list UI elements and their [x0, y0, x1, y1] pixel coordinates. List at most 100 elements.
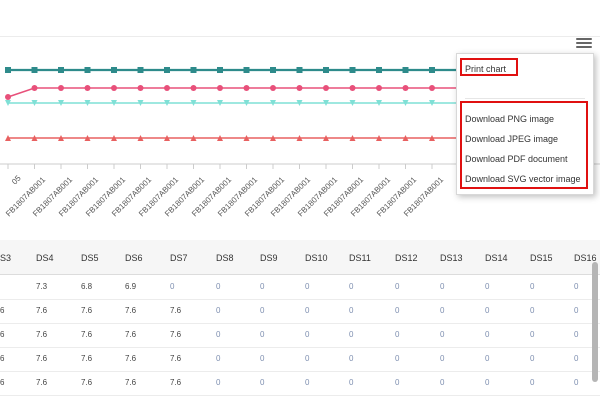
- table-cell: 7.6: [170, 330, 182, 339]
- table-cell: 0: [349, 378, 354, 387]
- table-cell: 7.6: [36, 330, 48, 339]
- column-header[interactable]: DS7: [170, 253, 188, 263]
- series-2-point-11: [270, 85, 276, 91]
- series-2-point-7: [164, 85, 170, 91]
- series-3-point-7: [164, 100, 170, 106]
- series-1-point-1: [5, 67, 11, 73]
- table-cell: 0: [440, 354, 445, 363]
- table-cell: 7.6: [125, 354, 137, 363]
- table-cell: 0: [574, 306, 579, 315]
- series-3-point-10: [243, 100, 250, 106]
- column-header[interactable]: DS13: [440, 253, 463, 263]
- table-cell: 7.6: [36, 378, 48, 387]
- series-2-point-5: [111, 85, 117, 91]
- download-jpeg-item[interactable]: Download JPEG image: [465, 134, 559, 144]
- series-1-point-5: [111, 67, 117, 73]
- series-1-point-10: [243, 67, 250, 73]
- series-1-point-3: [58, 67, 64, 73]
- series-4-point-9: [217, 135, 223, 141]
- table-cell: 0: [349, 282, 354, 291]
- download-svg-item[interactable]: Download SVG vector image: [465, 174, 581, 184]
- column-header[interactable]: DS16: [574, 253, 597, 263]
- series-4-point-5: [111, 135, 117, 141]
- table-cell: 7.6: [170, 354, 182, 363]
- column-header[interactable]: DS6: [125, 253, 143, 263]
- column-header[interactable]: DS4: [36, 253, 54, 263]
- column-header[interactable]: DS15: [530, 253, 553, 263]
- column-header[interactable]: DS12: [395, 253, 418, 263]
- table-cell: 0: [395, 378, 400, 387]
- table-cell: 7.6: [170, 306, 182, 315]
- series-1-point-17: [429, 67, 435, 73]
- table-cell: 0: [260, 330, 265, 339]
- series-1-point-13: [323, 67, 329, 73]
- column-header[interactable]: S3: [0, 253, 12, 263]
- column-header[interactable]: DS8: [216, 253, 234, 263]
- table-cell: 0: [574, 282, 579, 291]
- series-1-point-16: [402, 67, 409, 73]
- column-header[interactable]: DS10: [305, 253, 328, 263]
- table-cell: 0: [216, 378, 221, 387]
- table-cell: 0: [485, 306, 490, 315]
- table-cell: 0: [485, 378, 490, 387]
- column-header[interactable]: DS11: [349, 253, 371, 263]
- table-cell: 0: [530, 354, 535, 363]
- series-4-point-13: [323, 135, 329, 141]
- table-scrollbar[interactable]: [592, 262, 598, 382]
- download-pdf-item[interactable]: Download PDF document: [465, 154, 568, 164]
- table-cell: 0: [530, 330, 535, 339]
- series-1-point-15: [376, 67, 382, 73]
- table-cell: 0: [305, 330, 310, 339]
- series-1-point-8: [190, 67, 197, 73]
- table-row: 6 7.6 7.6 7.6 7.6 0 0 0 0 0 0 0 0 0: [0, 371, 600, 396]
- table-cell: 0: [485, 282, 490, 291]
- table-cell: 7.6: [125, 330, 137, 339]
- table-cell: 7.6: [81, 354, 93, 363]
- table-cell: 0: [349, 354, 354, 363]
- table-cell: 7.6: [81, 378, 93, 387]
- column-header[interactable]: DS14: [485, 253, 508, 263]
- series-3-point-6: [137, 100, 144, 106]
- table-row: 7.3 6.8 6.9 0 0 0 0 0 0 0 0 0 0: [0, 275, 600, 300]
- series-2-point-1: [5, 94, 11, 100]
- table-cell: 0: [216, 330, 221, 339]
- series-2-point-9: [217, 85, 223, 91]
- table-cell: 6: [0, 306, 5, 315]
- series-3-point-8: [190, 100, 197, 106]
- series-4-point-15: [376, 135, 382, 141]
- table-cell: 0: [305, 378, 310, 387]
- table-cell: 0: [440, 330, 445, 339]
- series-2-point-6: [137, 85, 144, 91]
- series-4-point-6: [137, 135, 144, 141]
- series-3-point-9: [217, 100, 223, 106]
- table-cell: 0: [440, 282, 445, 291]
- table-header: S3 DS4 DS5 DS6 DS7 DS8 DS9 DS10 DS11 DS12 DS13 DS14…: [0, 240, 600, 275]
- table-cell: 6: [0, 378, 5, 387]
- table-cell: 7.6: [81, 306, 93, 315]
- column-header[interactable]: DS5: [81, 253, 99, 263]
- table-cell: 0: [260, 354, 265, 363]
- table-cell: 0: [530, 306, 535, 315]
- column-header[interactable]: DS9: [260, 253, 278, 263]
- table-cell: 0: [216, 354, 221, 363]
- series-1-point-12: [296, 67, 303, 73]
- table-cell: 0: [530, 282, 535, 291]
- series-4-point-7: [164, 135, 170, 141]
- downloads-highlight-box: [460, 101, 588, 189]
- table-cell: 0: [395, 282, 400, 291]
- series-4-point-14: [349, 135, 356, 141]
- series-2-point-4: [84, 85, 91, 91]
- series-1-point-11: [270, 67, 276, 73]
- series-4-point-3: [58, 135, 64, 141]
- series-2-point-17: [429, 85, 435, 91]
- table-cell: 0: [395, 354, 400, 363]
- series-2-point-16: [402, 85, 409, 91]
- series-3-point-4: [84, 100, 91, 106]
- series-3-point-12: [296, 100, 303, 106]
- chart-menu-icon[interactable]: [576, 36, 592, 50]
- series-4-point-8: [190, 135, 197, 141]
- print-chart-item[interactable]: Print chart: [465, 64, 507, 74]
- table-cell: 0: [485, 354, 490, 363]
- download-png-item[interactable]: Download PNG image: [465, 114, 555, 124]
- table-cell: 0: [260, 306, 265, 315]
